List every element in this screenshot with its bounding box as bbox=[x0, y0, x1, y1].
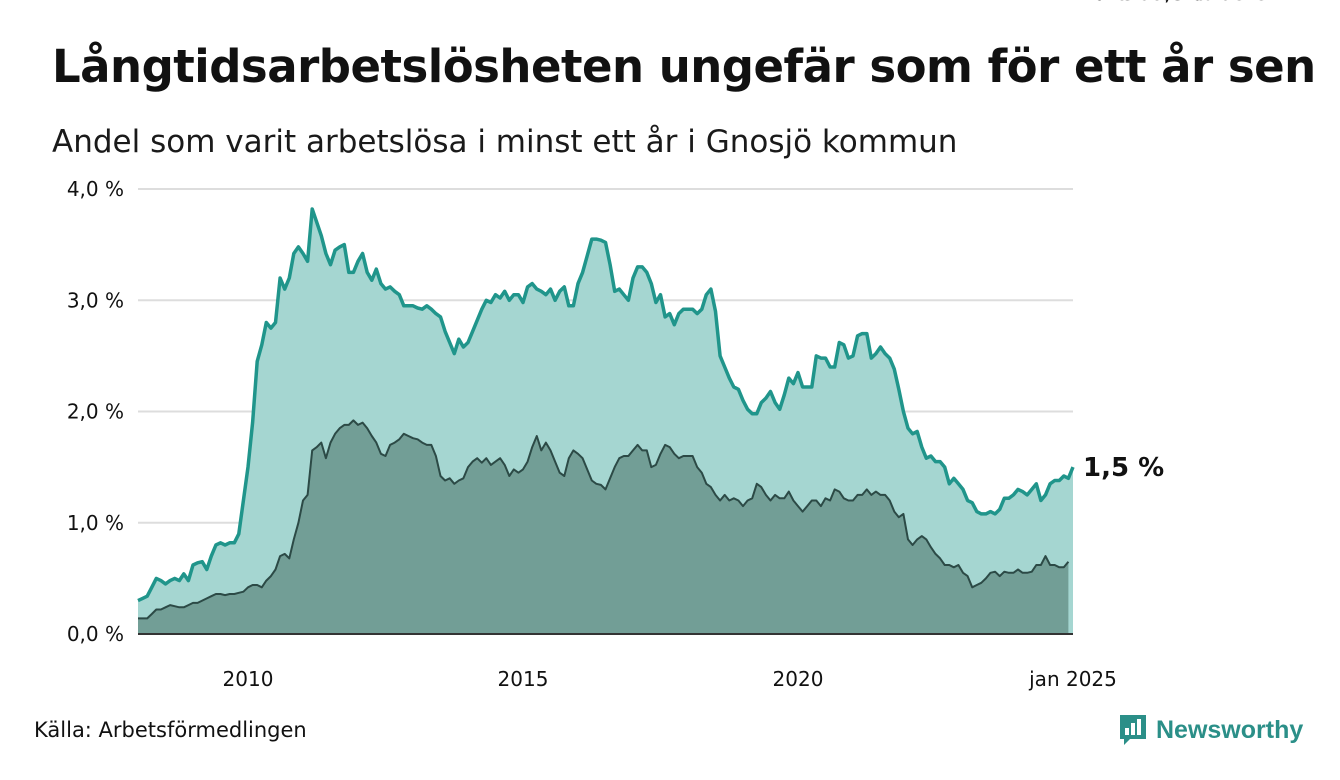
annotation-line: minst två år bbox=[1081, 0, 1215, 6]
area-series bbox=[137, 207, 1075, 634]
source-note: Källa: Arbetsförmedlingen bbox=[34, 718, 307, 742]
x-tick-label: jan 2025 bbox=[1028, 667, 1117, 691]
data-labels: 1,5 % varav 0,6 %varit utan arbeteminst t… bbox=[1081, 0, 1267, 483]
annotation-line: varit utan arbete bbox=[1081, 0, 1267, 6]
chart-subtitle: Andel som varit arbetslösa i minst ett å… bbox=[52, 124, 958, 160]
newsworthy-icon bbox=[1120, 715, 1146, 745]
y-tick-label: 1,0 % bbox=[67, 511, 124, 535]
x-tick-label: 2015 bbox=[498, 667, 549, 691]
y-tick-label: 0,0 % bbox=[67, 622, 124, 646]
long-term-area bbox=[138, 420, 1069, 634]
chart-title: Långtidsarbetslösheten ungefär som för e… bbox=[52, 40, 1316, 93]
long-term-line bbox=[138, 419, 1070, 620]
end-value-label: 1,5 % bbox=[1083, 453, 1164, 483]
x-tick-label: 2020 bbox=[773, 667, 824, 691]
brand-name: Newsworthy bbox=[1156, 715, 1304, 744]
axes: 0,0 % 1,0 % 2,0 % 3,0 % 4,0 % 2010 2015 2020 jan… bbox=[67, 177, 1117, 691]
annotation-line: varav 0,6 % bbox=[1081, 0, 1213, 6]
y-tick-label: 4,0 % bbox=[67, 177, 124, 201]
y-tick-label: 2,0 % bbox=[67, 400, 124, 424]
y-tick-label: 3,0 % bbox=[67, 288, 124, 312]
total-line bbox=[137, 207, 1075, 603]
x-tick-label: 2010 bbox=[223, 667, 274, 691]
brand-logo[interactable]: Newsworthy bbox=[1118, 712, 1303, 748]
